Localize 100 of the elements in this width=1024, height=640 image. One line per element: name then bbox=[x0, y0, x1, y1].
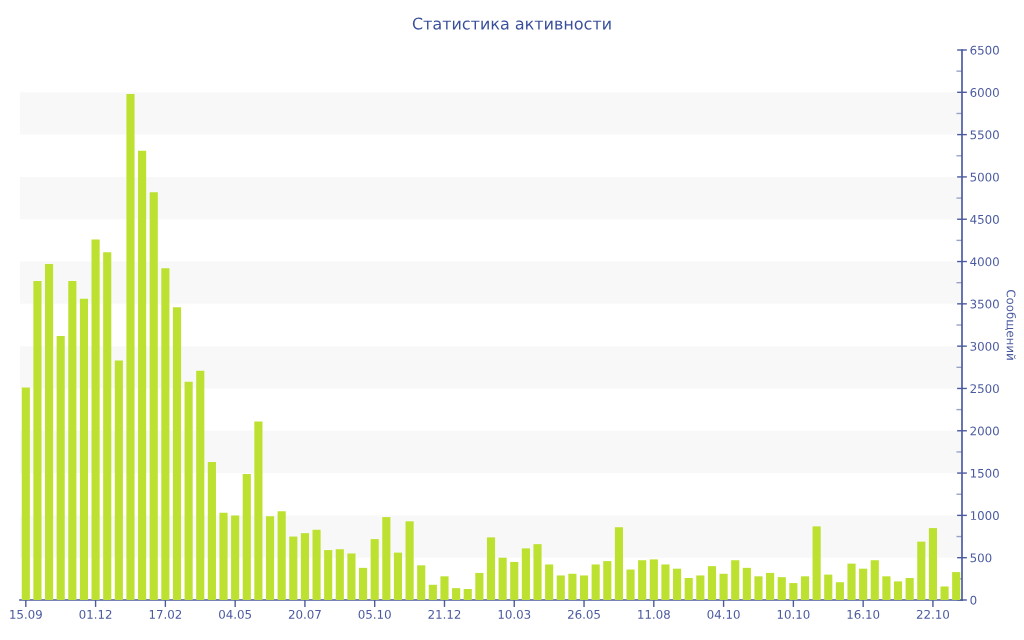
bar bbox=[649, 559, 658, 600]
x-tick-label: 04.05 bbox=[219, 609, 252, 619]
bar bbox=[859, 568, 868, 600]
bar bbox=[905, 578, 914, 600]
bar bbox=[521, 548, 530, 600]
bar bbox=[707, 566, 717, 600]
y-tick-label: 4500 bbox=[970, 214, 999, 224]
bar bbox=[68, 281, 77, 600]
bar bbox=[696, 575, 705, 600]
bar bbox=[335, 549, 344, 600]
bar bbox=[79, 298, 89, 600]
bar bbox=[638, 560, 647, 600]
bar bbox=[568, 573, 577, 600]
x-tick-label: 20.07 bbox=[288, 609, 321, 619]
x-tick-label: 04.10 bbox=[707, 609, 740, 619]
bar bbox=[591, 564, 600, 600]
bar bbox=[184, 381, 193, 600]
bar bbox=[265, 516, 275, 600]
bar bbox=[835, 582, 844, 600]
y-tick-label: 6500 bbox=[970, 45, 999, 55]
bar bbox=[161, 268, 170, 600]
y-tick-label: 3500 bbox=[970, 299, 999, 309]
bar bbox=[533, 544, 542, 600]
bar bbox=[417, 565, 426, 600]
bar bbox=[231, 515, 240, 600]
bar bbox=[207, 462, 216, 600]
y-tick-label: 2500 bbox=[970, 384, 999, 394]
bar bbox=[324, 550, 333, 600]
bar bbox=[719, 573, 728, 600]
bar bbox=[800, 576, 810, 600]
bar bbox=[940, 586, 949, 600]
bar bbox=[579, 575, 589, 600]
bar bbox=[463, 589, 472, 600]
bar bbox=[475, 572, 484, 600]
y-tick-label: 6000 bbox=[970, 88, 999, 97]
bar bbox=[928, 528, 937, 600]
bar bbox=[917, 541, 926, 600]
bar bbox=[731, 560, 740, 600]
bar bbox=[893, 581, 903, 600]
bar bbox=[673, 568, 682, 600]
y-axis-title: Сообщений bbox=[1005, 289, 1016, 360]
bar bbox=[382, 517, 391, 600]
x-tick-label: 10.10 bbox=[777, 609, 810, 619]
y-tick-label: 0 bbox=[970, 595, 977, 605]
bar bbox=[56, 336, 65, 600]
chart-title: Статистика активности bbox=[412, 17, 611, 30]
x-tick-label: 10.03 bbox=[498, 609, 531, 619]
bar bbox=[870, 560, 879, 600]
bar bbox=[359, 567, 368, 600]
x-tick-label: 22.10 bbox=[916, 609, 950, 619]
bar bbox=[486, 537, 496, 600]
x-tick-label: 01.12 bbox=[79, 609, 112, 619]
bar bbox=[242, 473, 251, 600]
x-tick-label: 11.08 bbox=[638, 609, 670, 619]
bar bbox=[347, 553, 356, 600]
y-tick-label: 1500 bbox=[970, 468, 999, 478]
bar bbox=[545, 564, 554, 600]
y-tick-label: 5000 bbox=[970, 172, 999, 182]
bar bbox=[393, 552, 403, 600]
bar bbox=[777, 577, 786, 600]
bar bbox=[440, 576, 449, 600]
bar bbox=[684, 578, 693, 600]
x-tick-label: 17.02 bbox=[149, 609, 182, 619]
bar bbox=[742, 567, 751, 600]
bar bbox=[614, 527, 623, 600]
x-tick-label: 05.10 bbox=[358, 609, 391, 619]
bar bbox=[626, 569, 635, 600]
bar bbox=[219, 512, 228, 600]
bar bbox=[766, 572, 775, 600]
bar bbox=[603, 561, 612, 600]
bar bbox=[661, 564, 670, 600]
bar bbox=[149, 192, 158, 600]
bar bbox=[91, 239, 100, 600]
x-tick-label: 16.10 bbox=[847, 609, 880, 619]
bar bbox=[556, 575, 565, 600]
x-tick-label: 21.12 bbox=[428, 609, 461, 619]
bar bbox=[277, 511, 286, 600]
bar bbox=[405, 521, 414, 600]
x-tick-label: 15.09 bbox=[10, 609, 42, 619]
x-tick-label: 26.05 bbox=[568, 609, 600, 619]
y-tick-label: 5500 bbox=[970, 130, 999, 140]
bar bbox=[510, 561, 519, 600]
bar bbox=[952, 572, 961, 600]
y-tick-label: 1000 bbox=[970, 511, 999, 521]
y-tick-label: 4000 bbox=[970, 257, 999, 267]
y-tick-label: 500 bbox=[970, 553, 992, 563]
bar bbox=[21, 387, 30, 600]
bar bbox=[754, 576, 763, 600]
bar bbox=[370, 539, 379, 600]
bar bbox=[312, 529, 321, 600]
y-tick-label: 3000 bbox=[970, 341, 999, 351]
bar bbox=[172, 307, 182, 600]
bar bbox=[824, 574, 833, 600]
bar bbox=[789, 583, 798, 600]
y-tick-label: 2000 bbox=[970, 426, 999, 436]
bar bbox=[498, 557, 507, 600]
bar bbox=[114, 360, 123, 600]
bar bbox=[126, 94, 135, 600]
bar bbox=[103, 252, 112, 600]
bar bbox=[300, 533, 309, 600]
